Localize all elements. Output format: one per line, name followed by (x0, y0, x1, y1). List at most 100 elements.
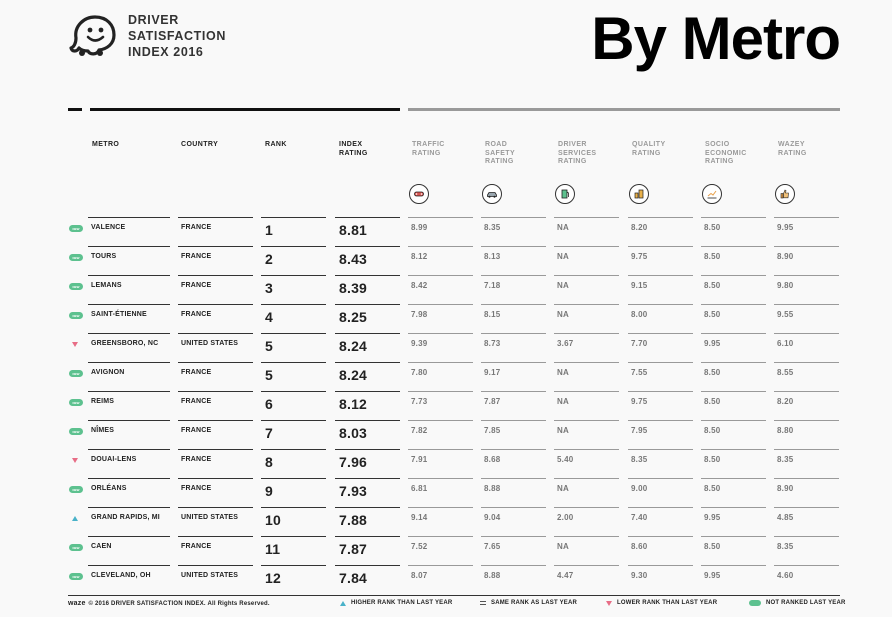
row-rule (408, 536, 473, 537)
row-rule (774, 362, 839, 363)
cell-metro-text: VALENCE (91, 224, 126, 231)
row-rule (628, 362, 693, 363)
row-rule (178, 449, 253, 450)
cell-wazey: 4.60 (774, 565, 839, 594)
cell-quality: 8.00 (628, 304, 693, 333)
cell-traffic-text: 7.82 (411, 426, 428, 435)
table-row: GREENSBORO, NC UNITED STATES 5 8.24 9.39 8.73… (0, 333, 892, 362)
row-rule (178, 478, 253, 479)
row-rule (701, 275, 766, 276)
cell-services-text: 5.40 (557, 455, 574, 464)
cell-metro: REIMS (88, 391, 170, 420)
cell-traffic: 8.99 (408, 217, 473, 246)
cell-socio: 8.50 (701, 478, 766, 507)
row-rule (774, 449, 839, 450)
row-rule (481, 391, 546, 392)
cell-metro-text: REIMS (91, 398, 115, 405)
cell-index-text: 8.81 (339, 222, 368, 238)
row-rule (408, 391, 473, 392)
rule-segment (68, 108, 82, 111)
row-rule (481, 275, 546, 276)
row-rule (88, 333, 170, 334)
cell-metro: ORLÉANS (88, 478, 170, 507)
cell-quality-text: 9.15 (631, 281, 648, 290)
legend-lower-text: LOWER RANK THAN LAST YEAR (617, 600, 718, 606)
cell-quality-text: 7.40 (631, 513, 648, 522)
row-rule (628, 275, 693, 276)
legend-new: NOT RANKED LAST YEAR (749, 600, 846, 606)
col-header-socio-line: ECONOMIC (705, 149, 747, 157)
new-badge-icon: NEW (69, 486, 83, 493)
cell-index-text: 7.96 (339, 454, 368, 470)
cell-socio-text: 8.50 (704, 368, 721, 377)
cell-rank: 11 (261, 536, 326, 565)
cell-traffic-text: 7.73 (411, 397, 428, 406)
cell-road-text: 7.85 (484, 426, 501, 435)
row-rule (481, 507, 546, 508)
new-badge-icon: NEW (69, 370, 83, 377)
col-header-country-text: COUNTRY (181, 141, 219, 148)
row-rule (178, 391, 253, 392)
row-rule (88, 246, 170, 247)
cell-quality-text: 9.75 (631, 397, 648, 406)
cell-index-text: 8.39 (339, 280, 368, 296)
cell-quality: 9.75 (628, 246, 693, 275)
cell-metro: AVIGNON (88, 362, 170, 391)
waze-wordmark: waze (68, 600, 86, 607)
row-rule (408, 333, 473, 334)
cell-traffic-text: 7.98 (411, 310, 428, 319)
cell-road-text: 9.04 (484, 513, 501, 522)
row-rule (554, 565, 619, 566)
cell-road-text: 8.15 (484, 310, 501, 319)
cell-metro-text: NÎMES (91, 427, 115, 434)
row-rule (554, 391, 619, 392)
cell-socio-text: 9.95 (704, 513, 721, 522)
row-rule (178, 304, 253, 305)
cell-traffic-text: 6.81 (411, 484, 428, 493)
cell-socio-text: 8.50 (704, 397, 721, 406)
col-header-index-line: RATING (339, 149, 368, 157)
cell-country-text: UNITED STATES (181, 514, 239, 521)
row-rule (554, 246, 619, 247)
row-rule (628, 536, 693, 537)
down-arrow-icon (606, 600, 612, 606)
cell-rank: 8 (261, 449, 326, 478)
row-rule (408, 304, 473, 305)
cell-rank-text: 5 (265, 367, 273, 383)
row-rule (335, 275, 400, 276)
thumbs-up-icon (775, 184, 795, 204)
cell-rank-text: 5 (265, 338, 273, 354)
down-arrow-icon (72, 342, 78, 347)
cell-index: 8.24 (335, 362, 400, 391)
rank-change-marker: NEW (69, 399, 83, 406)
table-row: NEW ORLÉANS FRANCE 9 7.93 6.81 8.88 NA 9.00 8.50 8… (0, 478, 892, 507)
row-rule (408, 449, 473, 450)
cell-rank-text: 8 (265, 454, 273, 470)
col-header-index-line: INDEX (339, 141, 363, 148)
row-rule (335, 304, 400, 305)
cell-index: 8.81 (335, 217, 400, 246)
row-rule (554, 478, 619, 479)
cell-road-text: 8.88 (484, 484, 501, 493)
cell-wazey-text: 9.80 (777, 281, 794, 290)
cell-services: 2.00 (554, 507, 619, 536)
row-rule (261, 536, 326, 537)
cell-metro: LEMANS (88, 275, 170, 304)
cell-road: 8.35 (481, 217, 546, 246)
rank-change-marker (69, 341, 83, 348)
row-rule (554, 217, 619, 218)
legend-higher: HIGHER RANK THAN LAST YEAR (340, 600, 452, 606)
col-header-metro: METRO (92, 141, 119, 150)
cell-quality: 8.20 (628, 217, 693, 246)
row-rule (628, 507, 693, 508)
cell-services: NA (554, 536, 619, 565)
row-rule (408, 362, 473, 363)
footer-rule (68, 595, 840, 596)
cell-country-text: FRANCE (181, 224, 212, 231)
cell-socio: 8.50 (701, 362, 766, 391)
cell-road: 8.88 (481, 565, 546, 594)
cell-traffic: 6.81 (408, 478, 473, 507)
col-header-metro-text: METRO (92, 141, 120, 148)
rank-change-marker: NEW (69, 370, 83, 377)
cell-traffic: 7.91 (408, 449, 473, 478)
